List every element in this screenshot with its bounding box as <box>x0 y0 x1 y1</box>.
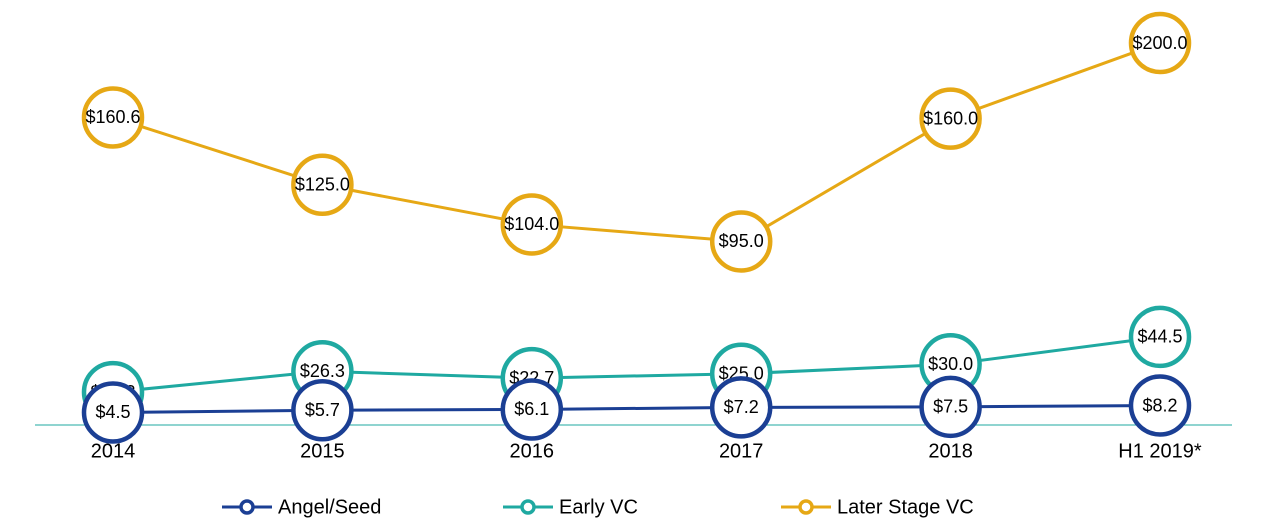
x-tick-label: 2015 <box>300 440 345 462</box>
legend-item: Later Stage VC <box>781 496 974 518</box>
data-point <box>81 381 145 444</box>
legend-marker <box>520 499 536 515</box>
series: $160.6 $125.0 $104.0 $95.0 $160.0 $200.0 <box>81 11 1192 273</box>
data-point <box>1128 374 1192 437</box>
x-tick-label: H1 2019* <box>1118 440 1202 462</box>
x-tick-label: 2018 <box>928 440 973 462</box>
data-label: $5.7 <box>305 400 340 420</box>
data-label: $26.3 <box>300 361 345 381</box>
legend-marker <box>239 499 255 515</box>
data-point <box>919 375 982 439</box>
data-label: $160.6 <box>85 107 140 127</box>
data-point <box>500 193 564 256</box>
data-label: $6.1 <box>514 399 549 419</box>
series: $15.3$26.3$22.7$25.0$30.0$44.5 <box>81 305 1192 424</box>
data-label: $7.2 <box>724 397 759 417</box>
data-point <box>291 153 354 216</box>
data-point <box>1128 305 1192 369</box>
data-label: $44.5 <box>1137 327 1182 347</box>
data-label: $104.0 <box>504 214 559 234</box>
legend-marker <box>798 499 814 515</box>
data-label: $7.5 <box>933 397 968 417</box>
data-label: $160.0 <box>923 108 978 128</box>
series-line <box>112 404 1161 414</box>
data-point <box>500 378 564 441</box>
data-point <box>919 87 982 150</box>
legend-item: Early VC <box>503 496 638 518</box>
data-point <box>291 378 354 442</box>
data-label: $125.0 <box>295 175 350 195</box>
data-label: $200.0 <box>1132 33 1187 53</box>
x-tick-label: 2017 <box>719 440 764 462</box>
legend-item: Angel/Seed <box>222 496 381 518</box>
x-tick-label: 2016 <box>510 440 555 462</box>
data-label: $95.0 <box>719 231 764 251</box>
data-point <box>81 86 145 149</box>
legend-label: Later Stage VC <box>837 496 974 518</box>
series-line <box>112 41 1161 243</box>
series-line <box>112 335 1161 394</box>
data-label: $4.5 <box>95 402 130 422</box>
data-point <box>709 210 773 273</box>
data-label: $8.2 <box>1142 395 1177 415</box>
legend-label: Angel/Seed <box>278 496 381 518</box>
legend-label: Early VC <box>559 496 638 518</box>
data-point <box>709 376 773 439</box>
data-label: $30.0 <box>928 354 973 374</box>
data-point <box>1128 11 1192 75</box>
x-tick-label: 2014 <box>91 440 136 462</box>
series: $4.5 $5.7 $6.1 $7.2 $7.5 $8.2 <box>81 374 1192 444</box>
